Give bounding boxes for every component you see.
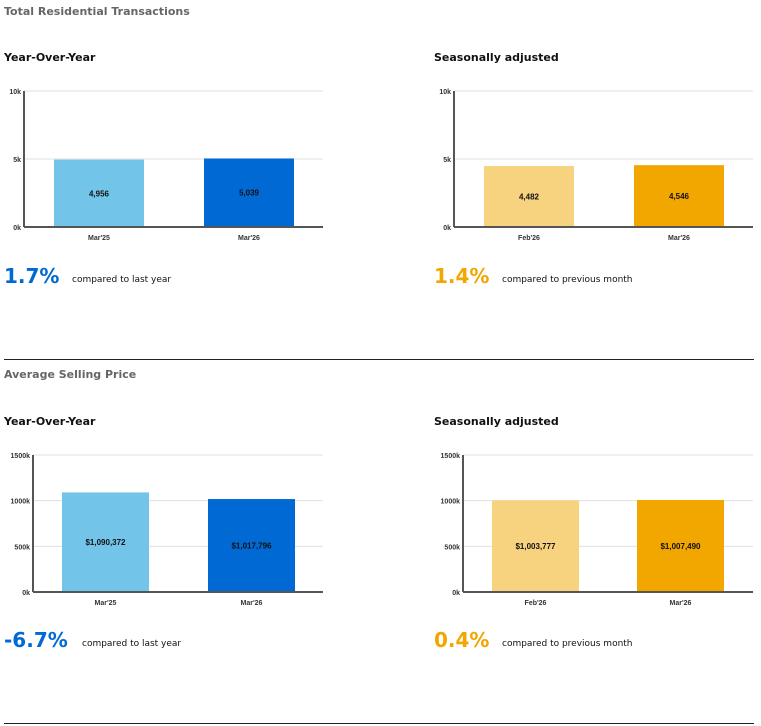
y-tick-label: 0k	[443, 225, 451, 232]
change-yoy-price: -6.7%	[4, 628, 68, 652]
section-title-transactions: Total Residential Transactions	[4, 5, 190, 18]
bar	[54, 159, 144, 227]
x-tick-label: Mar'26	[668, 235, 690, 242]
bar	[204, 158, 294, 227]
data-label: 4,546	[669, 192, 690, 201]
y-tick-label: 5k	[443, 157, 451, 164]
x-tick-label: Mar'26	[238, 235, 260, 242]
section-title-price: Average Selling Price	[4, 368, 137, 381]
data-label: $1,090,372	[85, 538, 126, 547]
compare-text: compared to last year	[82, 639, 182, 649]
bar	[492, 500, 579, 592]
change-sa-price: 0.4%	[434, 628, 490, 652]
change-sa-transactions: 1.4%	[434, 264, 490, 288]
y-tick-label: 10k	[9, 89, 21, 96]
divider	[4, 723, 754, 724]
y-tick-label: 0k	[22, 590, 30, 597]
compare-text: compared to previous month	[502, 639, 633, 649]
data-label: 5,039	[239, 189, 260, 198]
data-label: $1,003,777	[515, 542, 556, 551]
compare-text: compared to last year	[72, 275, 172, 285]
divider	[4, 359, 754, 360]
bar	[484, 166, 574, 227]
y-tick-label: 0k	[452, 590, 460, 597]
bar	[637, 499, 724, 592]
compare-text: compared to previous month	[502, 275, 633, 285]
panel-title-sa-transactions: Seasonally adjusted	[434, 51, 559, 64]
bar	[208, 499, 295, 592]
y-tick-label: 1500k	[441, 453, 461, 460]
x-tick-label: Mar'25	[95, 600, 117, 607]
y-tick-label: 1000k	[11, 499, 31, 506]
x-tick-label: Mar'26	[241, 600, 263, 607]
x-tick-label: Feb'26	[525, 600, 547, 607]
panel-title-sa-price: Seasonally adjusted	[434, 415, 559, 428]
y-tick-label: 5k	[13, 157, 21, 164]
y-tick-label: 500k	[444, 544, 460, 551]
data-label: 4,482	[519, 193, 540, 202]
panel-title-yoy-transactions: Year-Over-Year	[4, 51, 96, 64]
bar	[634, 165, 724, 227]
y-tick-label: 10k	[439, 89, 451, 96]
bar	[62, 492, 149, 592]
data-label: 4,956	[89, 189, 110, 198]
y-tick-label: 1000k	[441, 499, 461, 506]
change-yoy-transactions: 1.7%	[4, 264, 60, 288]
data-label: $1,007,490	[660, 542, 701, 551]
y-tick-label: 500k	[14, 544, 30, 551]
x-tick-label: Mar'25	[88, 235, 110, 242]
y-tick-label: 0k	[13, 225, 21, 232]
x-tick-label: Feb'26	[518, 235, 540, 242]
data-label: $1,017,796	[231, 542, 272, 551]
x-tick-label: Mar'26	[670, 600, 692, 607]
panel-title-yoy-price: Year-Over-Year	[4, 415, 96, 428]
y-tick-label: 1500k	[11, 453, 31, 460]
